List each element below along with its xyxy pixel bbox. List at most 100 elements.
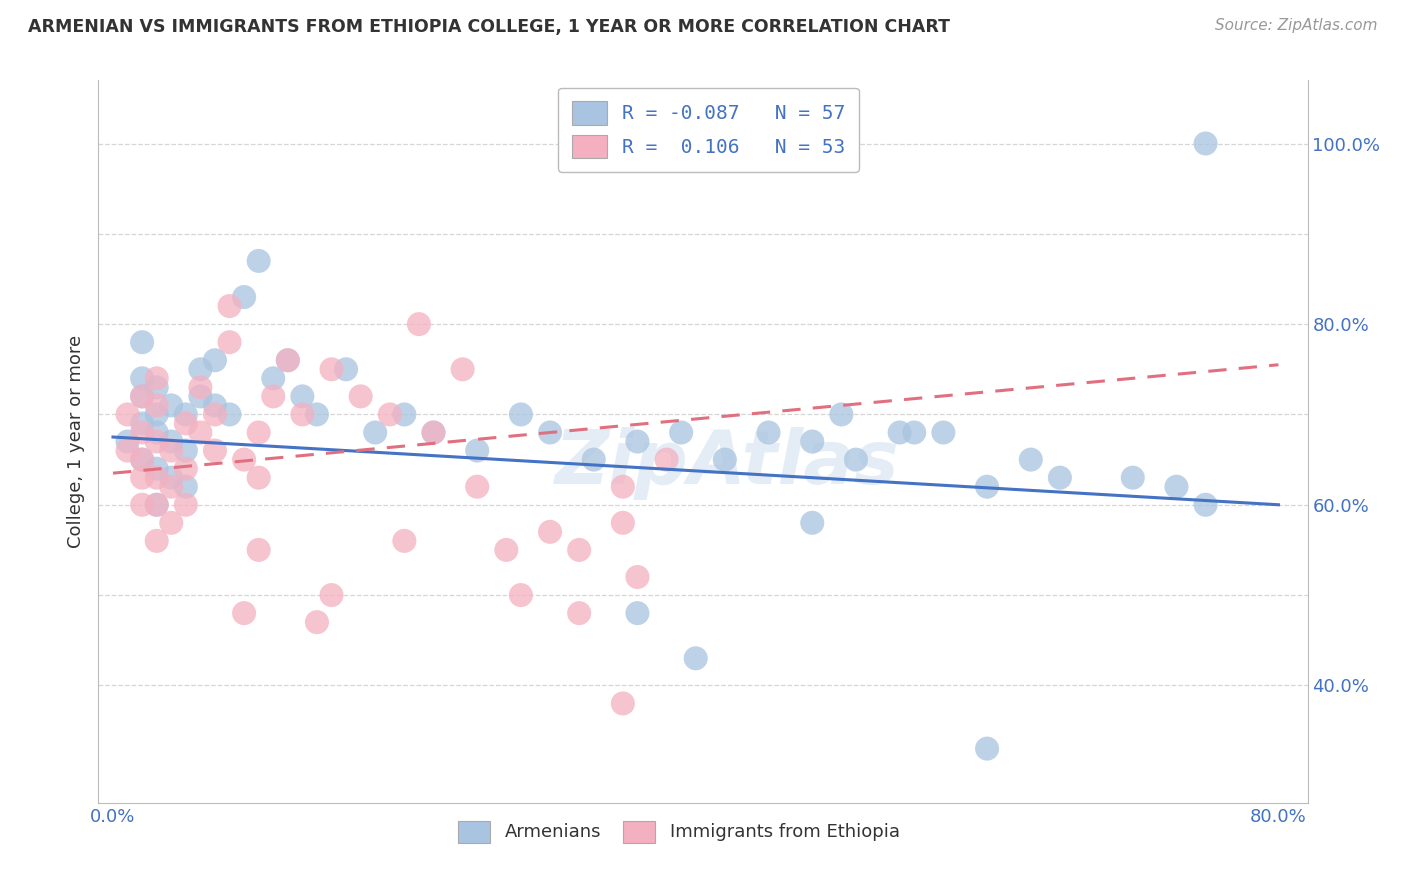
Point: [321, 362, 343, 376]
Point: [277, 353, 299, 368]
Point: [465, 480, 488, 494]
Point: [976, 480, 998, 494]
Point: [903, 425, 925, 440]
Point: [1049, 471, 1071, 485]
Point: [131, 498, 153, 512]
Point: [131, 389, 153, 403]
Point: [218, 299, 240, 313]
Point: [465, 443, 488, 458]
Point: [1166, 480, 1188, 494]
Point: [204, 408, 226, 422]
Point: [145, 408, 167, 422]
Point: [190, 380, 212, 394]
Point: [247, 471, 270, 485]
Point: [350, 389, 373, 403]
Point: [160, 434, 183, 449]
Point: [190, 425, 212, 440]
Point: [685, 651, 707, 665]
Point: [830, 408, 852, 422]
Point: [568, 606, 591, 620]
Point: [408, 317, 430, 331]
Point: [305, 408, 328, 422]
Point: [174, 498, 197, 512]
Point: [204, 399, 226, 413]
Point: [117, 434, 139, 449]
Legend: Armenians, Immigrants from Ethiopia: Armenians, Immigrants from Ethiopia: [449, 812, 908, 852]
Point: [291, 408, 314, 422]
Y-axis label: College, 1 year or more: College, 1 year or more: [66, 335, 84, 548]
Point: [204, 353, 226, 368]
Point: [145, 425, 167, 440]
Point: [626, 570, 648, 584]
Point: [262, 389, 284, 403]
Point: [190, 389, 212, 403]
Point: [145, 380, 167, 394]
Point: [247, 542, 270, 557]
Text: ZipAtlas: ZipAtlas: [555, 426, 900, 500]
Point: [131, 452, 153, 467]
Point: [364, 425, 387, 440]
Point: [160, 399, 183, 413]
Point: [233, 290, 256, 304]
Point: [422, 425, 444, 440]
Point: [612, 697, 634, 711]
Point: [145, 434, 167, 449]
Point: [277, 353, 299, 368]
Point: [612, 516, 634, 530]
Point: [145, 371, 167, 385]
Point: [145, 461, 167, 475]
Point: [568, 542, 591, 557]
Point: [247, 253, 270, 268]
Point: [845, 452, 868, 467]
Point: [1194, 498, 1216, 512]
Text: ARMENIAN VS IMMIGRANTS FROM ETHIOPIA COLLEGE, 1 YEAR OR MORE CORRELATION CHART: ARMENIAN VS IMMIGRANTS FROM ETHIOPIA COL…: [28, 18, 950, 36]
Point: [174, 443, 197, 458]
Point: [394, 408, 416, 422]
Point: [145, 498, 167, 512]
Point: [655, 452, 678, 467]
Point: [247, 425, 270, 440]
Point: [145, 533, 167, 548]
Point: [291, 389, 314, 403]
Point: [335, 362, 357, 376]
Point: [612, 480, 634, 494]
Text: Source: ZipAtlas.com: Source: ZipAtlas.com: [1215, 18, 1378, 33]
Point: [160, 480, 183, 494]
Point: [131, 452, 153, 467]
Point: [233, 452, 256, 467]
Point: [714, 452, 737, 467]
Point: [117, 443, 139, 458]
Point: [801, 434, 824, 449]
Point: [131, 335, 153, 350]
Point: [190, 362, 212, 376]
Point: [451, 362, 474, 376]
Point: [509, 408, 531, 422]
Point: [932, 425, 955, 440]
Point: [131, 389, 153, 403]
Point: [131, 471, 153, 485]
Point: [801, 516, 824, 530]
Point: [669, 425, 692, 440]
Point: [174, 461, 197, 475]
Point: [626, 606, 648, 620]
Point: [160, 471, 183, 485]
Point: [1122, 471, 1144, 485]
Point: [218, 335, 240, 350]
Point: [160, 443, 183, 458]
Point: [538, 524, 561, 539]
Point: [145, 498, 167, 512]
Point: [174, 417, 197, 431]
Point: [204, 443, 226, 458]
Point: [174, 408, 197, 422]
Point: [321, 588, 343, 602]
Point: [394, 533, 416, 548]
Point: [889, 425, 911, 440]
Point: [131, 371, 153, 385]
Point: [1194, 136, 1216, 151]
Point: [626, 434, 648, 449]
Point: [758, 425, 780, 440]
Point: [145, 399, 167, 413]
Point: [131, 417, 153, 431]
Point: [378, 408, 401, 422]
Point: [976, 741, 998, 756]
